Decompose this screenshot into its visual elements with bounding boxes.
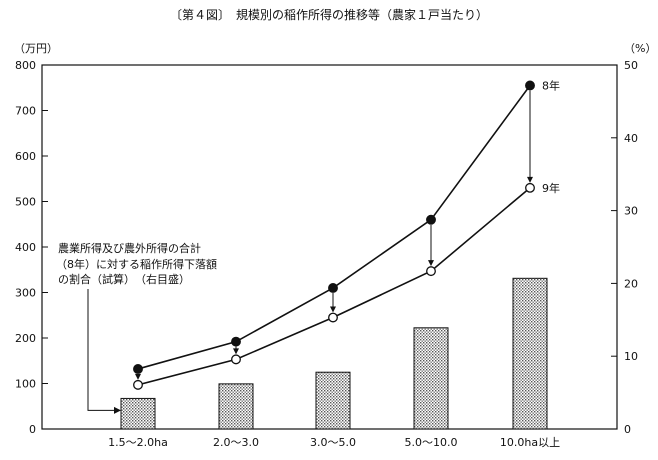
x-tick-label: 5.0～10.0 [405,436,458,449]
left-tick-label: 800 [15,59,36,72]
series-label: 9年 [542,181,560,195]
left-tick-label: 700 [15,105,36,118]
drop-arrowhead [233,348,239,355]
annotation: 農業所得及び農外所得の合計 （8年）に対する稲作所得下落額 の割合（試算） （右… [56,241,217,414]
annotation-line-2: （8年）に対する稲作所得下落額 [56,257,217,271]
data-point [133,363,143,374]
chart-title: 〔第４図〕 規模別の稲作所得の推移等（農家１戸当たり） [170,7,488,22]
x-tick-label: 10.0ha以上 [500,436,560,449]
data-point [426,266,436,277]
right-tick-label: 30 [624,205,638,218]
line-series [133,80,535,390]
data-point [426,214,436,225]
left-tick-label: 100 [15,378,36,391]
data-point [231,354,241,365]
annotation-line-3: の割合（試算） （右目盛） [58,272,190,286]
left-tick-label: 300 [15,287,36,300]
right-tick-label: 20 [624,277,638,290]
data-point [525,182,535,193]
bar-series [120,277,548,430]
x-axis-labels: 1.5～2.0ha 2.0～3.0 3.0～5.0 5.0～10.0 10.0ha以上 [108,436,560,449]
drop-arrowhead [527,176,533,183]
series-label: 8年 [542,78,560,92]
annotation-arrowhead [114,406,121,414]
right-tick-label: 40 [624,132,638,145]
right-tick-label: 0 [624,423,631,436]
right-tick-label: 10 [624,350,638,363]
left-tick-label: 400 [15,241,36,254]
left-axis: 0 100 200 300 400 500 600 700 800 [15,59,48,436]
drop-arrowhead [330,306,336,313]
bar [218,383,254,430]
annotation-leader [87,289,115,411]
bar [413,327,449,430]
right-axis: 0 10 20 30 40 50 [611,59,638,436]
data-point [328,283,338,293]
bar [512,277,548,430]
left-tick-label: 200 [15,332,36,345]
left-tick-label: 0 [29,423,36,436]
drop-arrowhead [135,373,141,380]
x-tick-label: 2.0～3.0 [213,436,259,449]
right-tick-label: 50 [624,59,638,72]
right-axis-unit: （%） [624,42,656,55]
data-point [328,312,338,323]
x-tick-label: 3.0～5.0 [310,436,356,449]
x-tick-label: 1.5～2.0ha [108,436,168,449]
data-point [525,80,535,91]
series-line [137,85,531,370]
drop-arrows [135,90,533,380]
left-tick-label: 500 [15,196,36,209]
drop-arrowhead [428,260,434,267]
data-point [231,336,241,347]
left-tick-label: 600 [15,150,36,163]
left-axis-unit: （万円） [14,42,58,55]
annotation-line-1: 農業所得及び農外所得の合計 [58,241,201,255]
bar [120,397,156,430]
data-point [133,379,143,390]
series-labels: 8年 9年 [542,78,560,194]
bar [315,371,351,430]
